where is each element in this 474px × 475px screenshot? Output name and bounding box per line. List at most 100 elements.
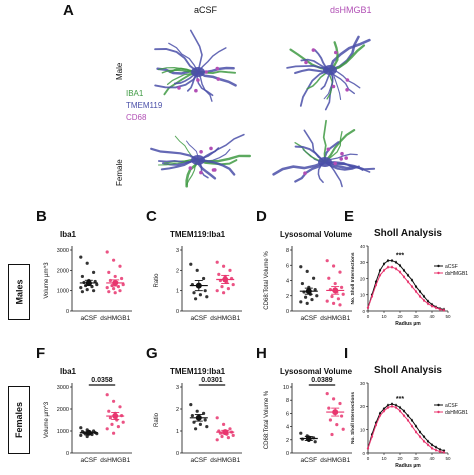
microglia-process xyxy=(150,147,200,162)
data-point xyxy=(426,440,430,443)
category-label: aCSF xyxy=(80,457,97,464)
chart-e: 0 10 20 30 40 0 10 20 30 40 50 Radius µm No. Sholl I… xyxy=(350,244,468,327)
microglia-soma xyxy=(323,65,337,75)
data-point xyxy=(189,403,193,407)
y-tick-label: 10 xyxy=(360,427,366,432)
x-axis-label: Radius µm xyxy=(395,321,421,327)
y-tick-label: 2 xyxy=(286,438,289,444)
data-point xyxy=(118,289,122,293)
data-point xyxy=(202,276,206,281)
y-tick-label: 2 xyxy=(176,268,179,274)
mean-marker xyxy=(112,413,119,420)
data-point xyxy=(374,423,378,427)
microglia-soma xyxy=(191,67,205,77)
data-point xyxy=(406,280,410,283)
data-point xyxy=(340,414,344,418)
y-tick-label: 10 xyxy=(360,293,366,298)
legend-label: dsHMGB1 xyxy=(445,271,468,277)
chart-title-b: Iba1 xyxy=(60,230,77,239)
x-tick-label: 10 xyxy=(381,314,387,319)
p-value: 0.0389 xyxy=(311,377,333,384)
data-point xyxy=(95,282,99,287)
y-tick-label: 3 xyxy=(176,385,179,391)
y-tick-label: 0 xyxy=(362,309,365,314)
data-point xyxy=(402,275,406,278)
microglia-process xyxy=(323,129,356,164)
data-point xyxy=(418,295,422,298)
data-point xyxy=(121,420,125,424)
data-point xyxy=(215,260,219,264)
data-point xyxy=(118,405,122,409)
cd68-puncta xyxy=(199,150,203,154)
panel-letter-f: F xyxy=(36,345,46,362)
data-point xyxy=(305,301,309,305)
y-tick-label: 0 xyxy=(286,451,289,457)
data-point xyxy=(338,270,342,274)
data-point xyxy=(220,434,224,439)
data-point xyxy=(386,406,390,409)
data-point xyxy=(222,291,226,295)
x-tick-label: 0 xyxy=(367,314,370,319)
data-point xyxy=(422,435,426,438)
legend-label: aCSF xyxy=(445,264,458,270)
category-label: dsHMGB1 xyxy=(210,315,240,322)
data-point xyxy=(426,300,430,303)
data-point xyxy=(438,448,442,451)
y-tick-label: 6 xyxy=(286,263,289,269)
y-tick-label: 3 xyxy=(176,248,179,254)
data-point xyxy=(79,255,83,259)
microglia-process xyxy=(189,29,203,73)
x-tick-label: 10 xyxy=(381,456,387,461)
category-label: dsHMGB1 xyxy=(320,457,350,464)
data-point xyxy=(325,259,329,263)
data-point xyxy=(394,261,398,264)
y-tick-label: 0 xyxy=(176,309,179,315)
panel-letter-e: E xyxy=(344,208,355,225)
y-axis-label: No. Sholl Intersections xyxy=(350,392,356,444)
legend-marker xyxy=(437,410,440,414)
data-point xyxy=(226,436,230,440)
data-point xyxy=(418,290,422,293)
data-point xyxy=(398,409,402,413)
data-point xyxy=(222,422,226,426)
y-tick-label: 10 xyxy=(283,385,289,391)
panel-letter-b: B xyxy=(36,208,47,225)
y-tick-label: 4 xyxy=(286,279,289,285)
data-point xyxy=(194,297,198,301)
data-point xyxy=(434,306,438,309)
data-point xyxy=(394,267,398,270)
data-point xyxy=(327,406,331,410)
data-point xyxy=(410,425,414,428)
y-tick-label: 3000 xyxy=(57,248,69,254)
y-tick-label: 0 xyxy=(286,309,289,315)
data-point xyxy=(325,299,329,303)
data-point xyxy=(390,266,394,269)
data-point xyxy=(398,406,402,409)
y-axis-label: Ratio xyxy=(154,412,160,427)
category-label: dsHMGB1 xyxy=(320,315,350,322)
microglia-process xyxy=(303,129,326,163)
data-point xyxy=(231,282,235,287)
data-point xyxy=(333,281,337,286)
column-header-dshmgb1: dsHMGB1 xyxy=(330,5,372,15)
y-tick-label: 4 xyxy=(286,425,289,431)
x-axis-label: Radius µm xyxy=(395,463,421,469)
data-point xyxy=(327,276,331,280)
data-point xyxy=(198,422,202,426)
data-point xyxy=(340,285,344,289)
x-tick-label: 20 xyxy=(397,314,403,319)
data-point xyxy=(108,416,112,420)
data-point xyxy=(121,282,125,287)
data-point xyxy=(366,447,370,450)
data-point xyxy=(414,290,418,293)
significance-annotation: *** xyxy=(396,253,404,260)
y-tick-label: 1 xyxy=(176,429,179,435)
data-point xyxy=(195,409,199,413)
data-point xyxy=(231,433,235,437)
y-tick-label: 0 xyxy=(66,309,69,315)
data-point xyxy=(398,270,402,274)
x-tick-label: 30 xyxy=(413,456,419,461)
microglia-process xyxy=(324,161,371,173)
x-tick-label: 50 xyxy=(445,456,451,461)
column-header-acsf: aCSF xyxy=(194,5,218,15)
